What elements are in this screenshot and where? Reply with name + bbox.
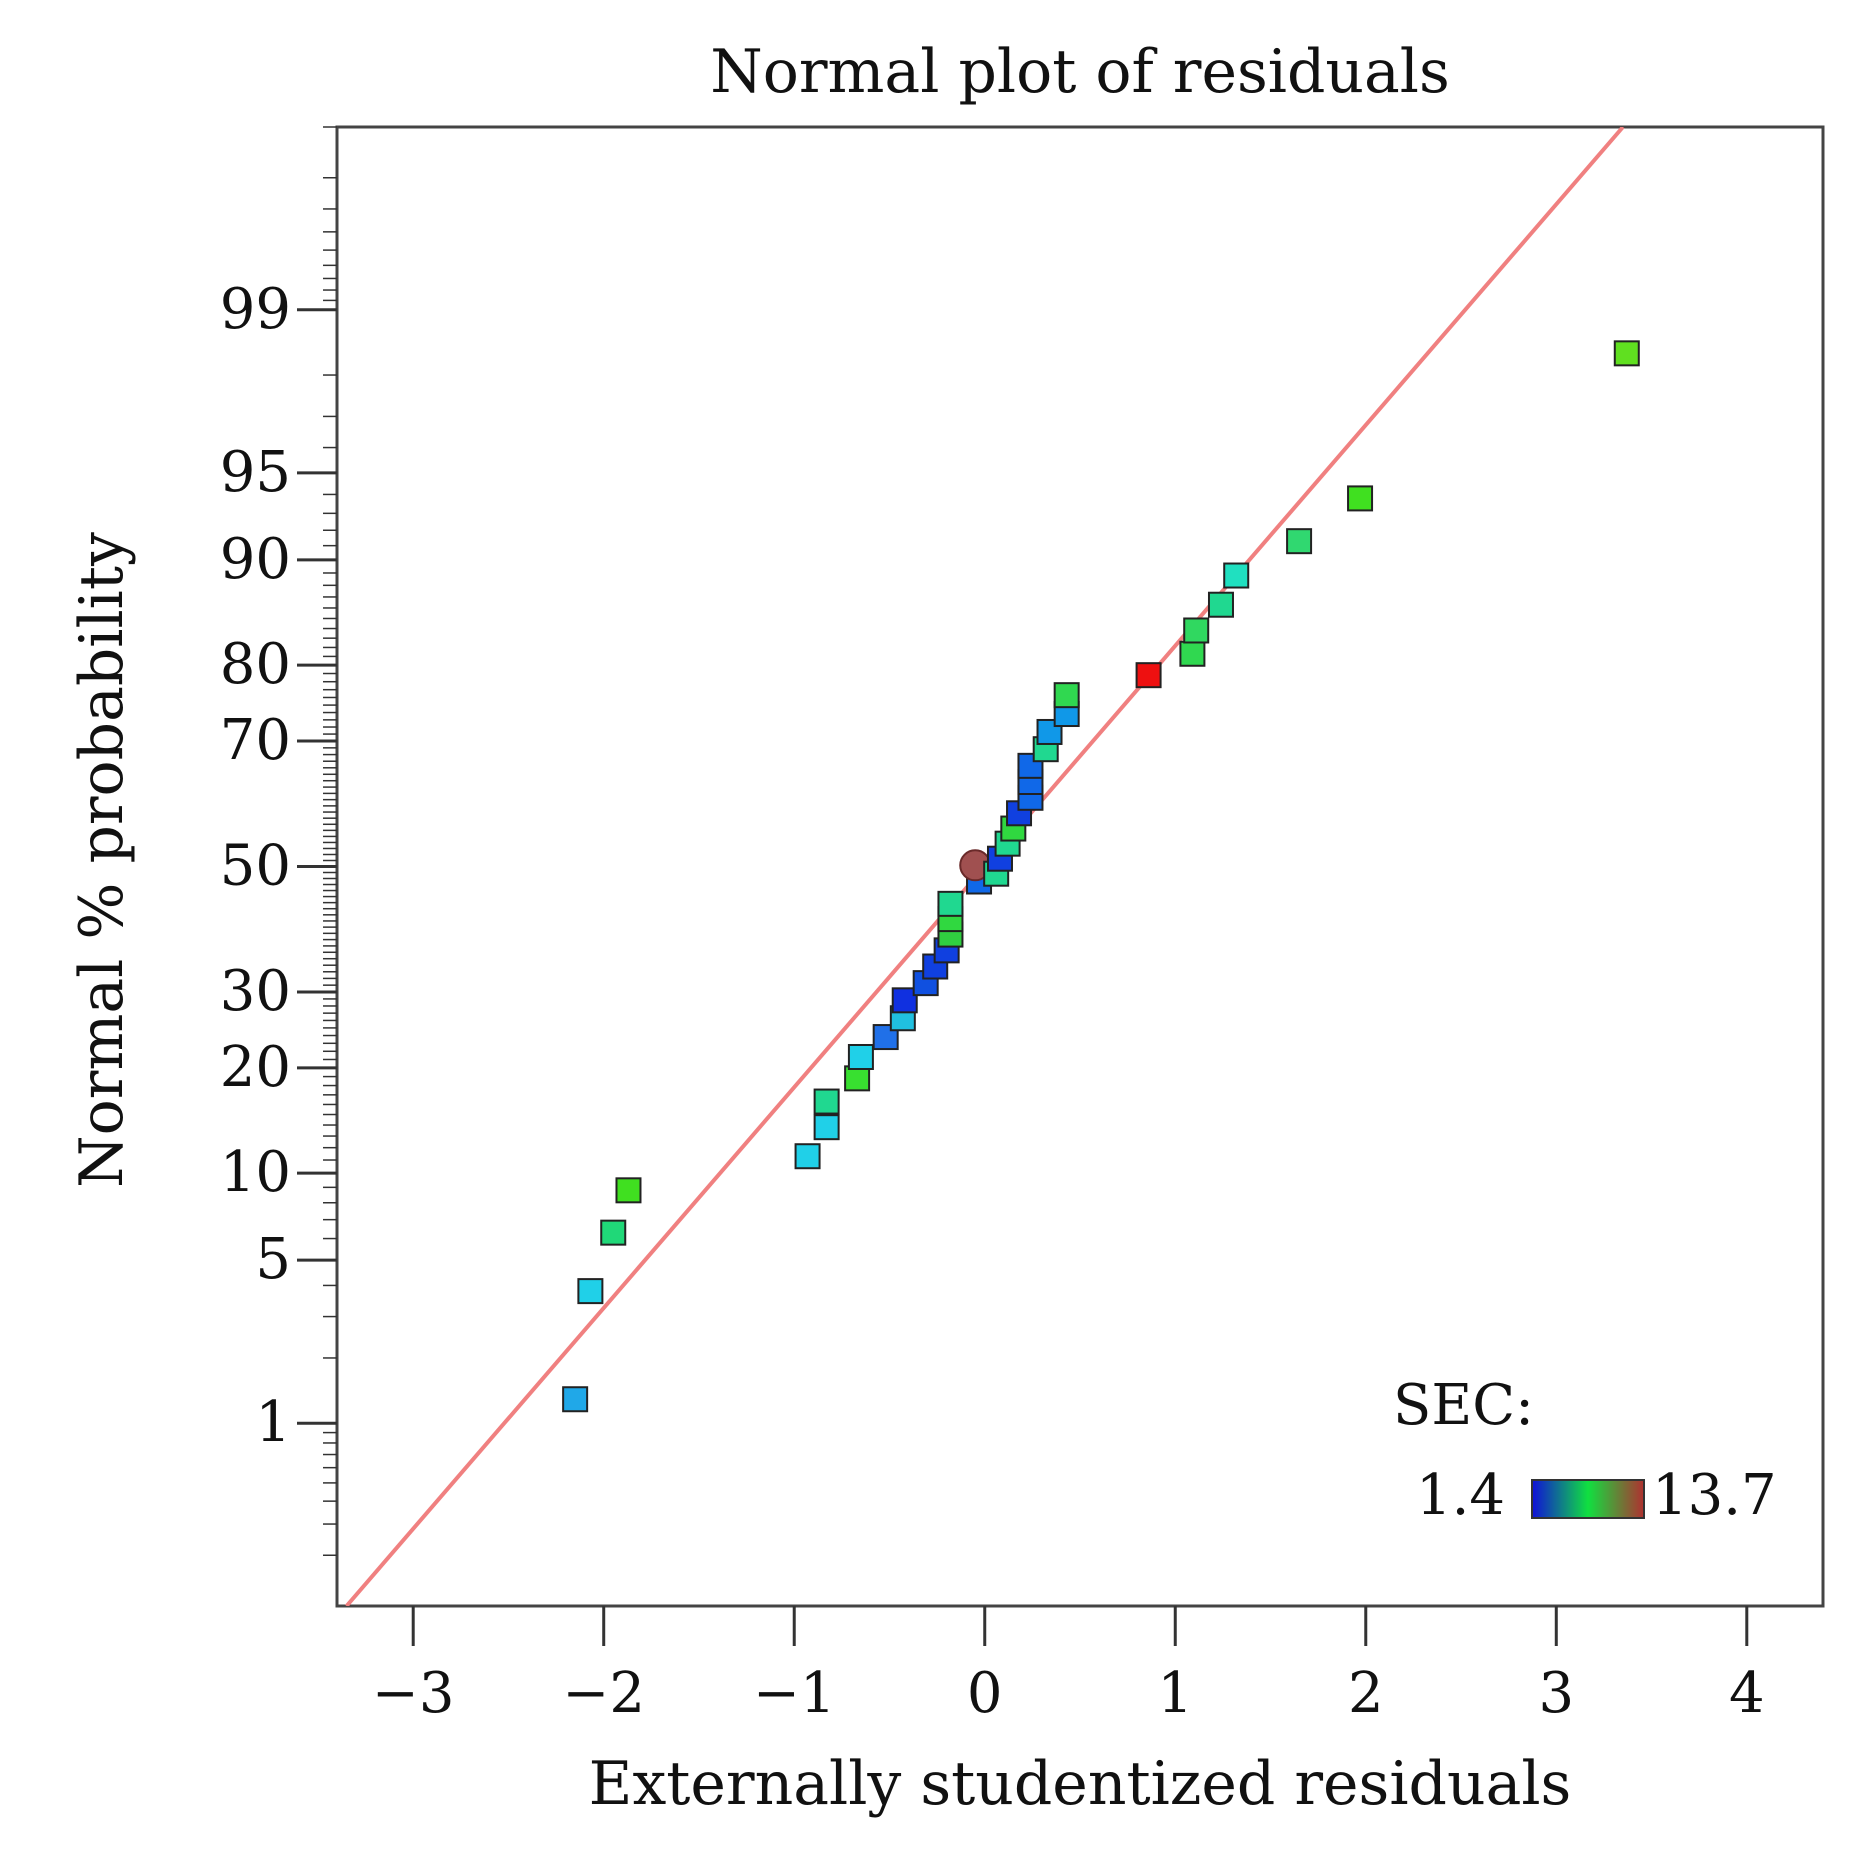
x-tick-label: 0 — [967, 1661, 1003, 1726]
data-point — [813, 1088, 840, 1115]
legend-gradient-bar — [1531, 1479, 1645, 1519]
x-tick-label: −1 — [753, 1661, 836, 1726]
data-point — [615, 1177, 642, 1204]
data-point — [794, 1143, 821, 1170]
y-tick-label: 5 — [255, 1227, 291, 1292]
data-point — [562, 1386, 589, 1413]
x-tick-label: −2 — [562, 1661, 645, 1726]
data-point — [600, 1219, 627, 1246]
x-tick-label: 2 — [1348, 1661, 1384, 1726]
color-legend: SEC: 1.4 13.7 — [1393, 1373, 1777, 1528]
x-tick-label: 4 — [1729, 1661, 1765, 1726]
data-point — [1223, 562, 1250, 589]
y-tick-label: 95 — [220, 440, 291, 505]
y-tick-label: 70 — [220, 708, 291, 773]
plot-frame — [335, 125, 1825, 1608]
y-tick-label: 30 — [220, 959, 291, 1024]
data-point — [1286, 528, 1313, 555]
data-points — [562, 340, 1640, 1413]
y-tick-label: 90 — [220, 527, 291, 592]
data-point — [1053, 682, 1080, 709]
x-axis: −3 −2 −1 0 1 2 3 4 — [372, 1606, 1765, 1726]
data-point — [1179, 640, 1206, 667]
y-tick-label: 50 — [220, 834, 291, 899]
y-tick-label: 80 — [220, 632, 291, 697]
y-tick-label: 1 — [255, 1390, 291, 1455]
data-point — [577, 1278, 604, 1305]
legend-min-label: 1.4 — [1416, 1463, 1505, 1528]
data-point — [937, 890, 964, 917]
data-point — [1613, 340, 1640, 367]
data-point — [1207, 591, 1234, 618]
x-tick-label: 3 — [1538, 1661, 1574, 1726]
data-point — [813, 1114, 840, 1141]
y-tick-label: 10 — [220, 1140, 291, 1205]
x-axis-label: Externally studentized residuals — [589, 1749, 1572, 1819]
y-axis: 1 5 10 20 30 50 70 80 90 95 99 — [220, 126, 337, 1557]
data-point — [891, 987, 918, 1014]
y-tick-label: 20 — [220, 1035, 291, 1100]
x-tick-label: 1 — [1157, 1661, 1193, 1726]
data-point — [1347, 485, 1374, 512]
legend-title: SEC: — [1393, 1373, 1534, 1438]
y-axis-label: Normal % probability — [67, 532, 137, 1188]
x-tick-label: −3 — [372, 1661, 455, 1726]
y-tick-label: 99 — [220, 277, 291, 342]
data-point — [847, 1043, 874, 1070]
data-point — [1183, 617, 1210, 644]
legend-max-label: 13.7 — [1652, 1463, 1777, 1528]
data-point — [1135, 662, 1162, 689]
chart-title: Normal plot of residuals — [710, 37, 1450, 107]
